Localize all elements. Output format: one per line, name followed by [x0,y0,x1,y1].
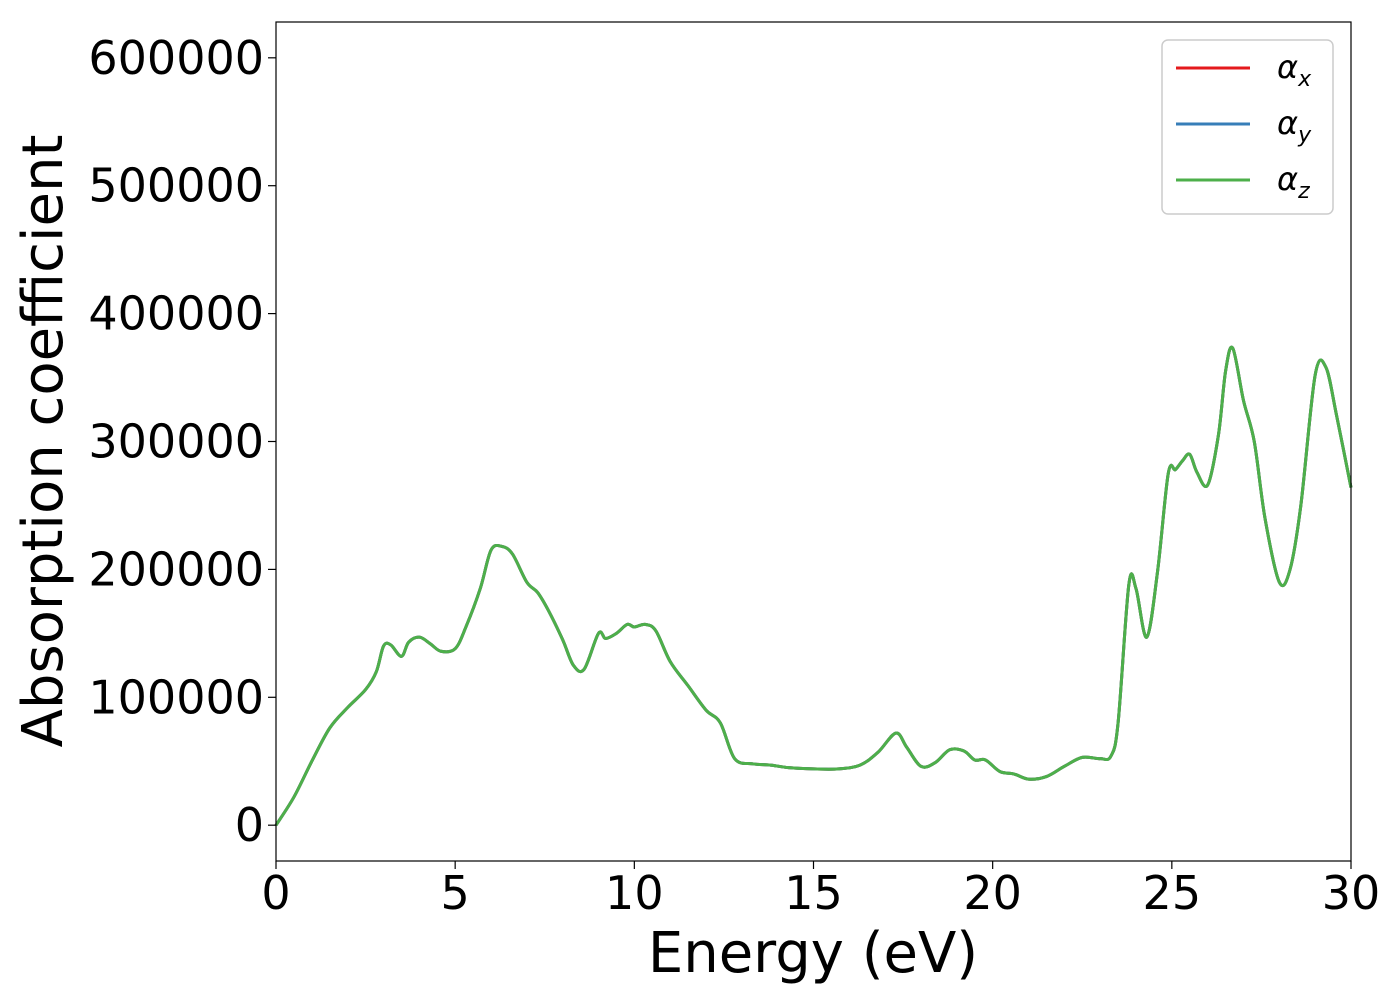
x-axis: 0 5 10 15 20 25 30 [261,861,1380,920]
y-axis: 0 100000 200000 300000 400000 500000 600000 [88,31,276,852]
x-tick-label: 25 [1143,866,1202,920]
x-tick-label: 10 [605,866,664,920]
y-tick-label: 600000 [88,31,264,85]
x-tick-label: 0 [261,866,290,920]
y-tick-label: 0 [235,798,264,852]
y-tick-label: 200000 [88,542,264,596]
x-tick-label: 30 [1322,866,1381,920]
legend-label: αx [1277,48,1312,92]
y-tick-label: 400000 [88,287,264,341]
y-tick-label: 100000 [88,670,264,724]
y-tick-label: 300000 [88,415,264,469]
y-axis-title: Absorption coefficient [11,135,76,748]
series-layer [274,345,1353,826]
legend-box [1161,39,1334,215]
legend-label: αy [1277,104,1312,148]
x-tick-label: 20 [963,866,1022,920]
legend: αx αy αz [1161,39,1334,215]
x-tick-label: 5 [441,866,470,920]
y-tick-label: 500000 [88,159,264,213]
x-tick-label: 15 [784,866,843,920]
legend-label: αz [1277,160,1310,204]
x-axis-title: Energy (eV) [648,921,978,986]
series-line-z-2 [274,345,1353,826]
